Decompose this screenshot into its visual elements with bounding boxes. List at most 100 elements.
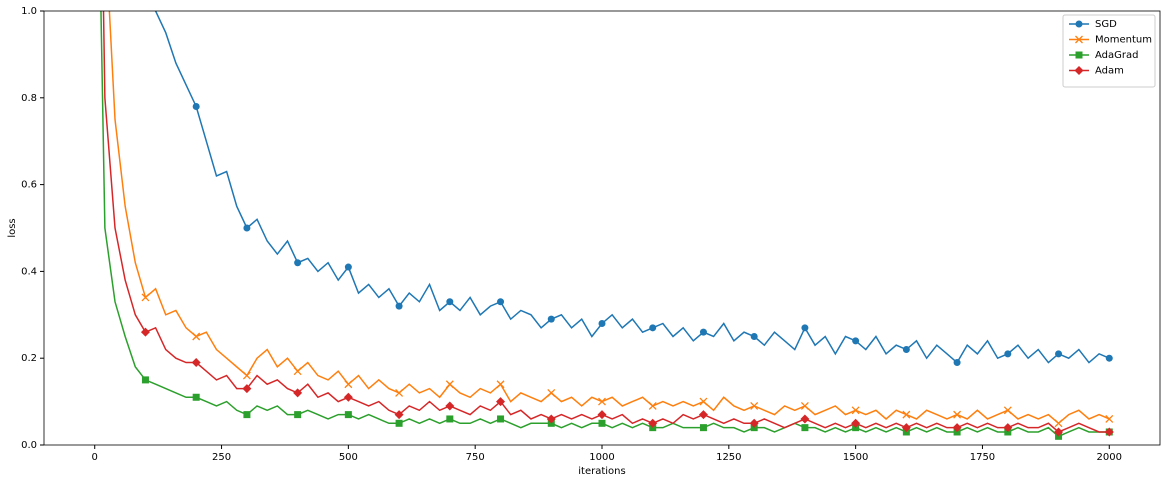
data-marker [649,324,657,332]
legend-label: Momentum [1095,35,1152,46]
data-marker [242,371,251,380]
data-marker [445,380,454,389]
legend-marker [1075,35,1083,44]
data-marker [749,418,759,428]
data-marker [141,293,150,302]
data-marker [698,410,708,420]
data-marker [648,418,658,428]
plot-frame [43,10,1161,446]
legend-box [1062,14,1156,88]
data-marker [952,423,962,433]
x-tick-label: 1250 [716,452,741,463]
data-marker [1104,427,1114,437]
data-marker [547,388,556,397]
y-tick-label: 0.0 [21,440,37,451]
data-marker [699,328,707,336]
series-line [154,11,1110,364]
data-marker [953,410,962,419]
data-marker [1004,350,1012,358]
data-marker [497,298,505,306]
data-marker [597,410,607,420]
data-marker [547,315,555,323]
y-axis-label: loss [7,218,18,237]
data-marker [496,380,505,389]
data-marker [1003,406,1012,415]
data-marker [192,393,200,401]
data-marker [1054,427,1064,437]
data-marker [344,411,352,419]
data-marker [294,411,302,419]
data-marker [1003,423,1013,433]
data-marker [801,424,809,432]
legend-marker [1074,66,1084,75]
data-marker [801,324,809,332]
data-marker [243,411,251,419]
x-tick-label: 250 [212,452,231,463]
data-marker [852,337,860,345]
data-marker [598,419,606,427]
data-marker [395,419,403,427]
data-marker [546,414,556,424]
data-marker [192,332,201,341]
data-marker [496,397,506,407]
data-marker [699,397,708,406]
data-marker [598,397,606,406]
data-marker [750,401,759,410]
legend-label: Adam [1095,66,1124,77]
series-line [102,11,1110,433]
data-marker [1105,415,1114,423]
y-tick-label: 1.0 [21,6,37,17]
x-tick-label: 2000 [1097,452,1122,463]
x-tick-label: 750 [466,452,485,463]
data-marker [648,401,657,410]
data-marker [395,388,404,397]
data-marker [446,298,454,306]
data-marker [395,302,403,310]
x-tick-label: 500 [339,452,358,463]
series-line [100,11,1110,438]
legend-marker [1075,20,1083,28]
y-tick-label: 0.8 [21,93,37,104]
data-marker [901,423,911,433]
data-marker [394,410,404,420]
y-tick-label: 0.4 [21,266,37,277]
data-marker [343,392,353,402]
data-marker [851,406,860,415]
data-marker [191,358,201,368]
data-marker [699,424,707,432]
data-marker [902,346,910,354]
data-marker [243,224,251,232]
data-marker [445,401,455,411]
y-tick-label: 0.2 [21,353,37,364]
data-marker [497,415,505,423]
data-marker [800,414,810,424]
plot-area [100,11,1114,440]
data-marker [1105,354,1113,362]
data-marker [953,359,961,367]
data-marker [344,263,352,271]
data-marker [294,259,302,267]
data-marker [750,333,758,340]
data-marker [851,418,861,428]
data-marker [598,319,606,327]
data-marker [242,384,252,394]
data-marker [1054,419,1063,428]
data-marker [800,401,809,410]
x-tick-label: 1750 [970,452,995,463]
data-marker [192,102,200,110]
x-tick-label: 1000 [589,452,614,463]
data-marker [446,415,454,423]
x-axis-label: iterations [578,466,625,477]
data-marker [141,376,149,384]
legend-label: SGD [1095,19,1117,30]
x-tick-label: 1500 [843,452,868,463]
data-marker [902,410,911,419]
data-marker [140,327,150,337]
data-marker [293,367,302,376]
legend-marker [1075,51,1083,59]
data-marker [344,380,353,389]
data-marker [293,388,303,398]
y-tick-label: 0.6 [21,180,37,191]
x-tick-label: 0 [92,452,98,463]
